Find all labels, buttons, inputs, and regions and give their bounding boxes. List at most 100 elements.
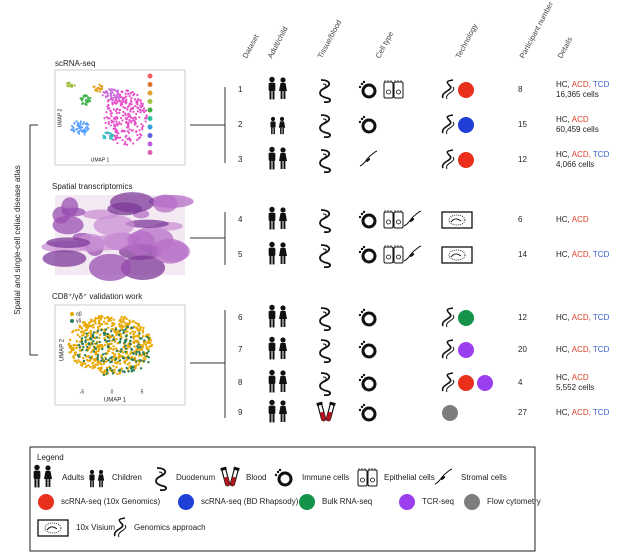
cell-point [128,104,131,107]
cell-point [106,326,110,330]
dataset-number: 4 [238,215,243,224]
cell-point [138,359,142,362]
duodenum-icon [319,149,331,174]
cell-point [135,360,138,363]
cell-point [99,344,102,347]
cell-point [115,365,118,369]
cell-point [79,122,82,125]
cell-point [100,354,103,358]
cell-point [116,142,119,145]
cell-point [112,336,116,339]
column-header: Cell type [374,30,396,60]
person-leg [271,127,273,135]
detail-group: HC, [556,373,570,382]
cell-point [121,98,124,102]
cell-point [93,85,96,88]
group-label: γδ [76,318,82,324]
cell-point [129,110,132,113]
cell-point [115,333,118,337]
cell-point [123,143,126,146]
section-title: CD8⁺/γδ⁺ validation work [52,292,143,301]
visium-spot [44,522,62,534]
cell-point [137,346,140,349]
immune-dot [360,342,364,346]
cell-point [105,111,108,114]
participant-number: 4 [518,378,523,387]
cell-point [87,123,90,126]
column-header: Technology [454,22,480,60]
cell-point [112,96,115,99]
duodenum-icon [322,311,327,317]
cell-point [80,129,83,133]
person-body [268,152,276,162]
cell-point [99,318,102,321]
person-body [279,248,287,256]
cell-point [77,328,80,332]
cell-point [127,131,130,134]
cell-point [94,317,98,320]
person-head [269,369,275,376]
person-body [44,471,52,479]
cell-point [125,89,128,92]
cell-point [110,112,113,115]
cell-point [139,136,142,139]
cell-point [85,126,88,129]
cell-point [70,85,74,88]
cell-point [82,331,86,335]
person-head [45,465,51,471]
cell-point [101,94,104,97]
immune-dot [362,115,366,119]
genomics-icon [441,339,454,359]
cell-point [82,359,86,363]
cell-point [139,104,142,107]
cell-point [104,95,107,98]
cell-point [133,345,136,348]
cell-point [98,367,102,370]
column-header: Details [556,35,575,60]
legend-label: Duodenum [176,473,215,482]
cell-point [112,318,116,321]
cell-point [129,99,133,102]
person-leg [280,414,283,422]
cell-point [124,340,127,343]
detail-group: TCD [593,345,610,354]
cell-point [124,347,128,350]
cell-point [102,360,106,363]
cell-point [129,120,132,123]
tissue-blob [85,235,129,251]
cell-point [96,344,99,347]
immune-dot [278,468,282,472]
cell-point [73,130,76,133]
cell-point [111,351,114,355]
cell-point [96,358,100,361]
section-title: Spatial transcriptomics [52,182,132,191]
person-leg [269,161,272,170]
cell-point [112,88,115,91]
cell-point [90,318,93,321]
cell-point [87,331,91,335]
immune-icon [361,248,377,264]
person-body [279,83,287,91]
cell-point [88,324,91,327]
detail-group: ACD, [572,80,591,89]
cell-point [140,348,144,351]
legend-label: Genomics approach [134,523,206,532]
cell-point [115,347,118,350]
cell-point [74,359,78,363]
cell-point [112,323,115,327]
group-key [70,312,74,316]
cell-point [83,133,86,136]
cell-point [142,357,145,360]
detail-group: ACD, [572,345,591,354]
cell-point [120,321,123,324]
cell-point [129,108,132,111]
cell-point [87,364,90,367]
cluster-key [147,124,153,130]
duodenum-icon [322,83,327,89]
details: HC, ACD, TCD [556,250,610,259]
cell-point [122,345,125,349]
epithelial-villi [368,468,376,470]
cell-point [133,331,137,334]
genomics-icon [441,114,454,134]
cell-point [87,322,91,325]
